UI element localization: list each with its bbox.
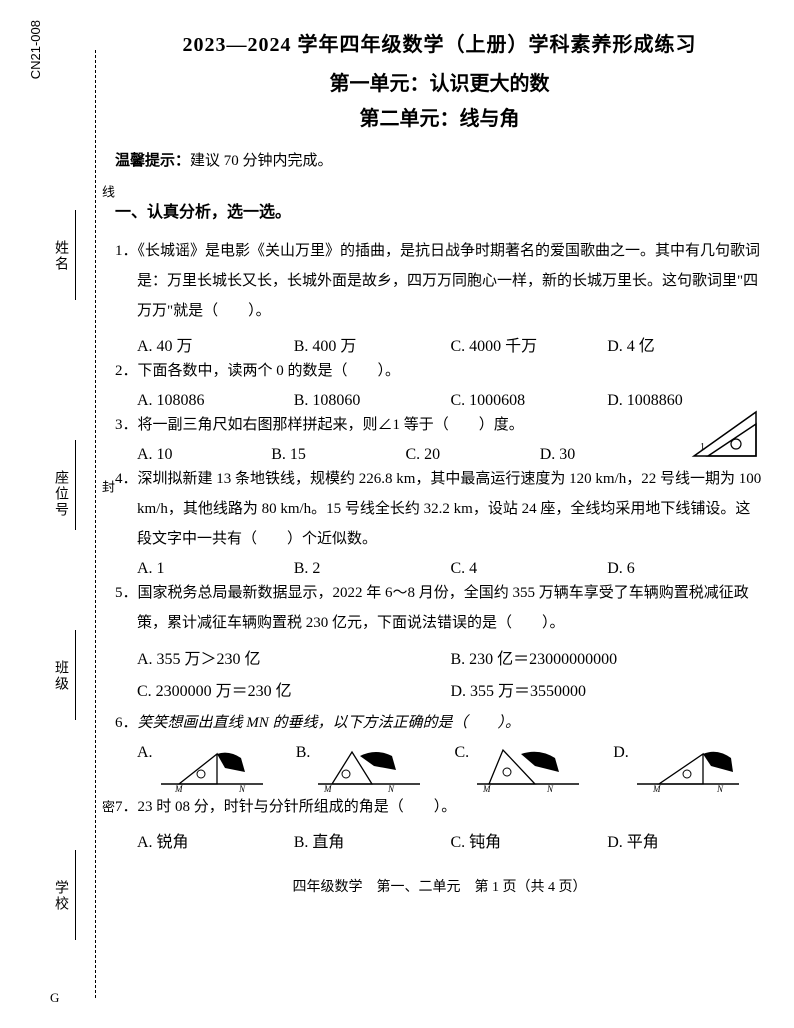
binding-dashed-line bbox=[95, 50, 96, 998]
opt-b: B. 15 bbox=[271, 446, 405, 464]
q7-options: A. 锐角 B. 直角 C. 钝角 D. 平角 bbox=[115, 828, 764, 852]
svg-text:N: N bbox=[238, 784, 246, 792]
question-1: 1．《长城谣》是电影《关山万里》的插曲，是抗日战争时期著名的爱国歌曲之一。其中有… bbox=[115, 236, 764, 326]
opt-c: C. 2300000 万＝230 亿 bbox=[137, 676, 451, 708]
opt-c: C. 1000608 bbox=[451, 392, 608, 410]
opt-d: D. 30 bbox=[540, 446, 674, 464]
svg-text:N: N bbox=[546, 784, 554, 792]
opt-d: D. 4 亿 bbox=[607, 332, 764, 356]
opt-d: D. 6 bbox=[607, 560, 764, 578]
side-label-column: 线 姓名 封 座位号 班级 密 学校 G bbox=[20, 50, 90, 998]
page-content: 2023—2024 学年四年级数学（上册）学科素养形成练习 第一单元：认识更大的… bbox=[115, 28, 764, 896]
question-7: 7．23 时 08 分，时针与分针所组成的角是（ ）。 bbox=[115, 792, 764, 822]
tip-text: 建议 70 分钟内完成。 bbox=[190, 153, 333, 169]
q-num: 3． bbox=[115, 417, 138, 433]
q-text: 《长城谣》是电影《关山万里》的插曲，是抗日战争时期著名的爱国歌曲之一。其中有几句… bbox=[137, 243, 760, 319]
q2-options: A. 108086 B. 108060 C. 1000608 D. 100886… bbox=[115, 392, 764, 410]
opt-b: B. 400 万 bbox=[294, 332, 451, 356]
tip-row: 温馨提示：建议 70 分钟内完成。 bbox=[115, 149, 764, 170]
q-num: 6． bbox=[115, 715, 138, 731]
opt-a: A. 锐角 bbox=[137, 828, 294, 852]
opt-b: B. 2 bbox=[294, 560, 451, 578]
perpendicular-diagram-b-icon: M N bbox=[314, 744, 424, 792]
opt-d: D. M N bbox=[613, 744, 764, 792]
q-num: 7． bbox=[115, 799, 138, 815]
svg-text:N: N bbox=[387, 784, 395, 792]
q4-options: A. 1 B. 2 C. 4 D. 6 bbox=[115, 560, 764, 578]
opt-c: C. 20 bbox=[406, 446, 540, 464]
side-label-school: 学校 bbox=[50, 880, 70, 912]
tip-label: 温馨提示： bbox=[115, 153, 190, 169]
side-underline bbox=[75, 630, 76, 720]
q-text: 笑笑想画出直线 MN 的垂线，以下方法正确的是（ ）。 bbox=[138, 715, 521, 731]
side-label-seat: 座位号 bbox=[50, 470, 70, 518]
opt-a: A. 40 万 bbox=[137, 332, 294, 356]
opt-b: B. 108060 bbox=[294, 392, 451, 410]
opt-a: A. 108086 bbox=[137, 392, 294, 410]
title-main: 2023—2024 学年四年级数学（上册）学科素养形成练习 bbox=[115, 28, 764, 57]
opt-c: C. M N bbox=[455, 744, 606, 792]
question-3: 3．将一副三角尺如右图那样拼起来，则∠1 等于（ ）度。 1 bbox=[115, 410, 764, 440]
opt-b: B. 直角 bbox=[294, 828, 451, 852]
question-2: 2．下面各数中，读两个 0 的数是（ ）。 bbox=[115, 356, 764, 386]
question-5: 5．国家税务总局最新数据显示，2022 年 6～8 月份，全国约 355 万辆车… bbox=[115, 578, 764, 638]
q-text: 国家税务总局最新数据显示，2022 年 6～8 月份，全国约 355 万辆车享受… bbox=[137, 585, 749, 631]
title-unit2: 第二单元：线与角 bbox=[115, 102, 764, 131]
opt-d: D. 355 万＝3550000 bbox=[451, 676, 765, 708]
title-unit1: 第一单元：认识更大的数 bbox=[115, 67, 764, 96]
svg-text:1: 1 bbox=[700, 442, 705, 453]
q-num: 5． bbox=[115, 585, 138, 601]
corner-g: G bbox=[50, 990, 59, 1006]
triangle-setsquare-icon: 1 bbox=[686, 406, 764, 462]
q-num: 4． bbox=[115, 471, 138, 487]
svg-text:M: M bbox=[652, 784, 661, 792]
page-footer: 四年级数学 第一、二单元 第 1 页（共 4 页） bbox=[115, 876, 764, 896]
perpendicular-diagram-c-icon: M N bbox=[473, 744, 583, 792]
side-underline bbox=[75, 210, 76, 300]
side-label-class: 班级 bbox=[50, 660, 70, 692]
q1-options: A. 40 万 B. 400 万 C. 4000 千万 D. 4 亿 bbox=[115, 332, 764, 356]
svg-text:N: N bbox=[716, 784, 724, 792]
side-underline bbox=[75, 850, 76, 940]
opt-a: A. 355 万＞230 亿 bbox=[137, 644, 451, 676]
opt-a: A. 1 bbox=[137, 560, 294, 578]
opt-label: A. bbox=[137, 744, 153, 762]
q3-options: A. 10 B. 15 C. 20 D. 30 bbox=[115, 446, 764, 464]
section-title: 一、认真分析，选一选。 bbox=[115, 198, 764, 222]
q-text: 深圳拟新建 13 条地铁线，规模约 226.8 km，其中最高运行速度为 120… bbox=[137, 471, 761, 547]
opt-label: D. bbox=[613, 744, 629, 762]
q6-options: A. M N B. M N C. bbox=[115, 744, 764, 792]
opt-d: D. 平角 bbox=[607, 828, 764, 852]
opt-b: B. M N bbox=[296, 744, 447, 792]
side-underline bbox=[75, 440, 76, 530]
opt-label: B. bbox=[296, 744, 311, 762]
opt-b: B. 230 亿＝23000000000 bbox=[451, 644, 765, 676]
svg-text:M: M bbox=[482, 784, 491, 792]
opt-c: C. 钝角 bbox=[451, 828, 608, 852]
perpendicular-diagram-d-icon: M N bbox=[633, 744, 743, 792]
q-text: 将一副三角尺如右图那样拼起来，则∠1 等于（ ）度。 bbox=[138, 417, 524, 433]
q-text: 下面各数中，读两个 0 的数是（ ）。 bbox=[138, 363, 401, 379]
q-text: 23 时 08 分，时针与分针所组成的角是（ ）。 bbox=[138, 799, 457, 815]
opt-a: A. 10 bbox=[137, 446, 271, 464]
opt-c: C. 4 bbox=[451, 560, 608, 578]
question-4: 4．深圳拟新建 13 条地铁线，规模约 226.8 km，其中最高运行速度为 1… bbox=[115, 464, 764, 554]
opt-a: A. M N bbox=[137, 744, 288, 792]
opt-c: C. 4000 千万 bbox=[451, 332, 608, 356]
q-num: 2． bbox=[115, 363, 138, 379]
q-num: 1． bbox=[115, 243, 138, 259]
q5-options: A. 355 万＞230 亿 B. 230 亿＝23000000000 C. 2… bbox=[115, 644, 764, 708]
svg-text:M: M bbox=[174, 784, 183, 792]
perpendicular-diagram-a-icon: M N bbox=[157, 744, 267, 792]
opt-label: C. bbox=[455, 744, 470, 762]
question-6: 6．笑笑想画出直线 MN 的垂线，以下方法正确的是（ ）。 bbox=[115, 708, 764, 738]
svg-text:M: M bbox=[323, 784, 332, 792]
side-label-name: 姓名 bbox=[50, 240, 70, 272]
